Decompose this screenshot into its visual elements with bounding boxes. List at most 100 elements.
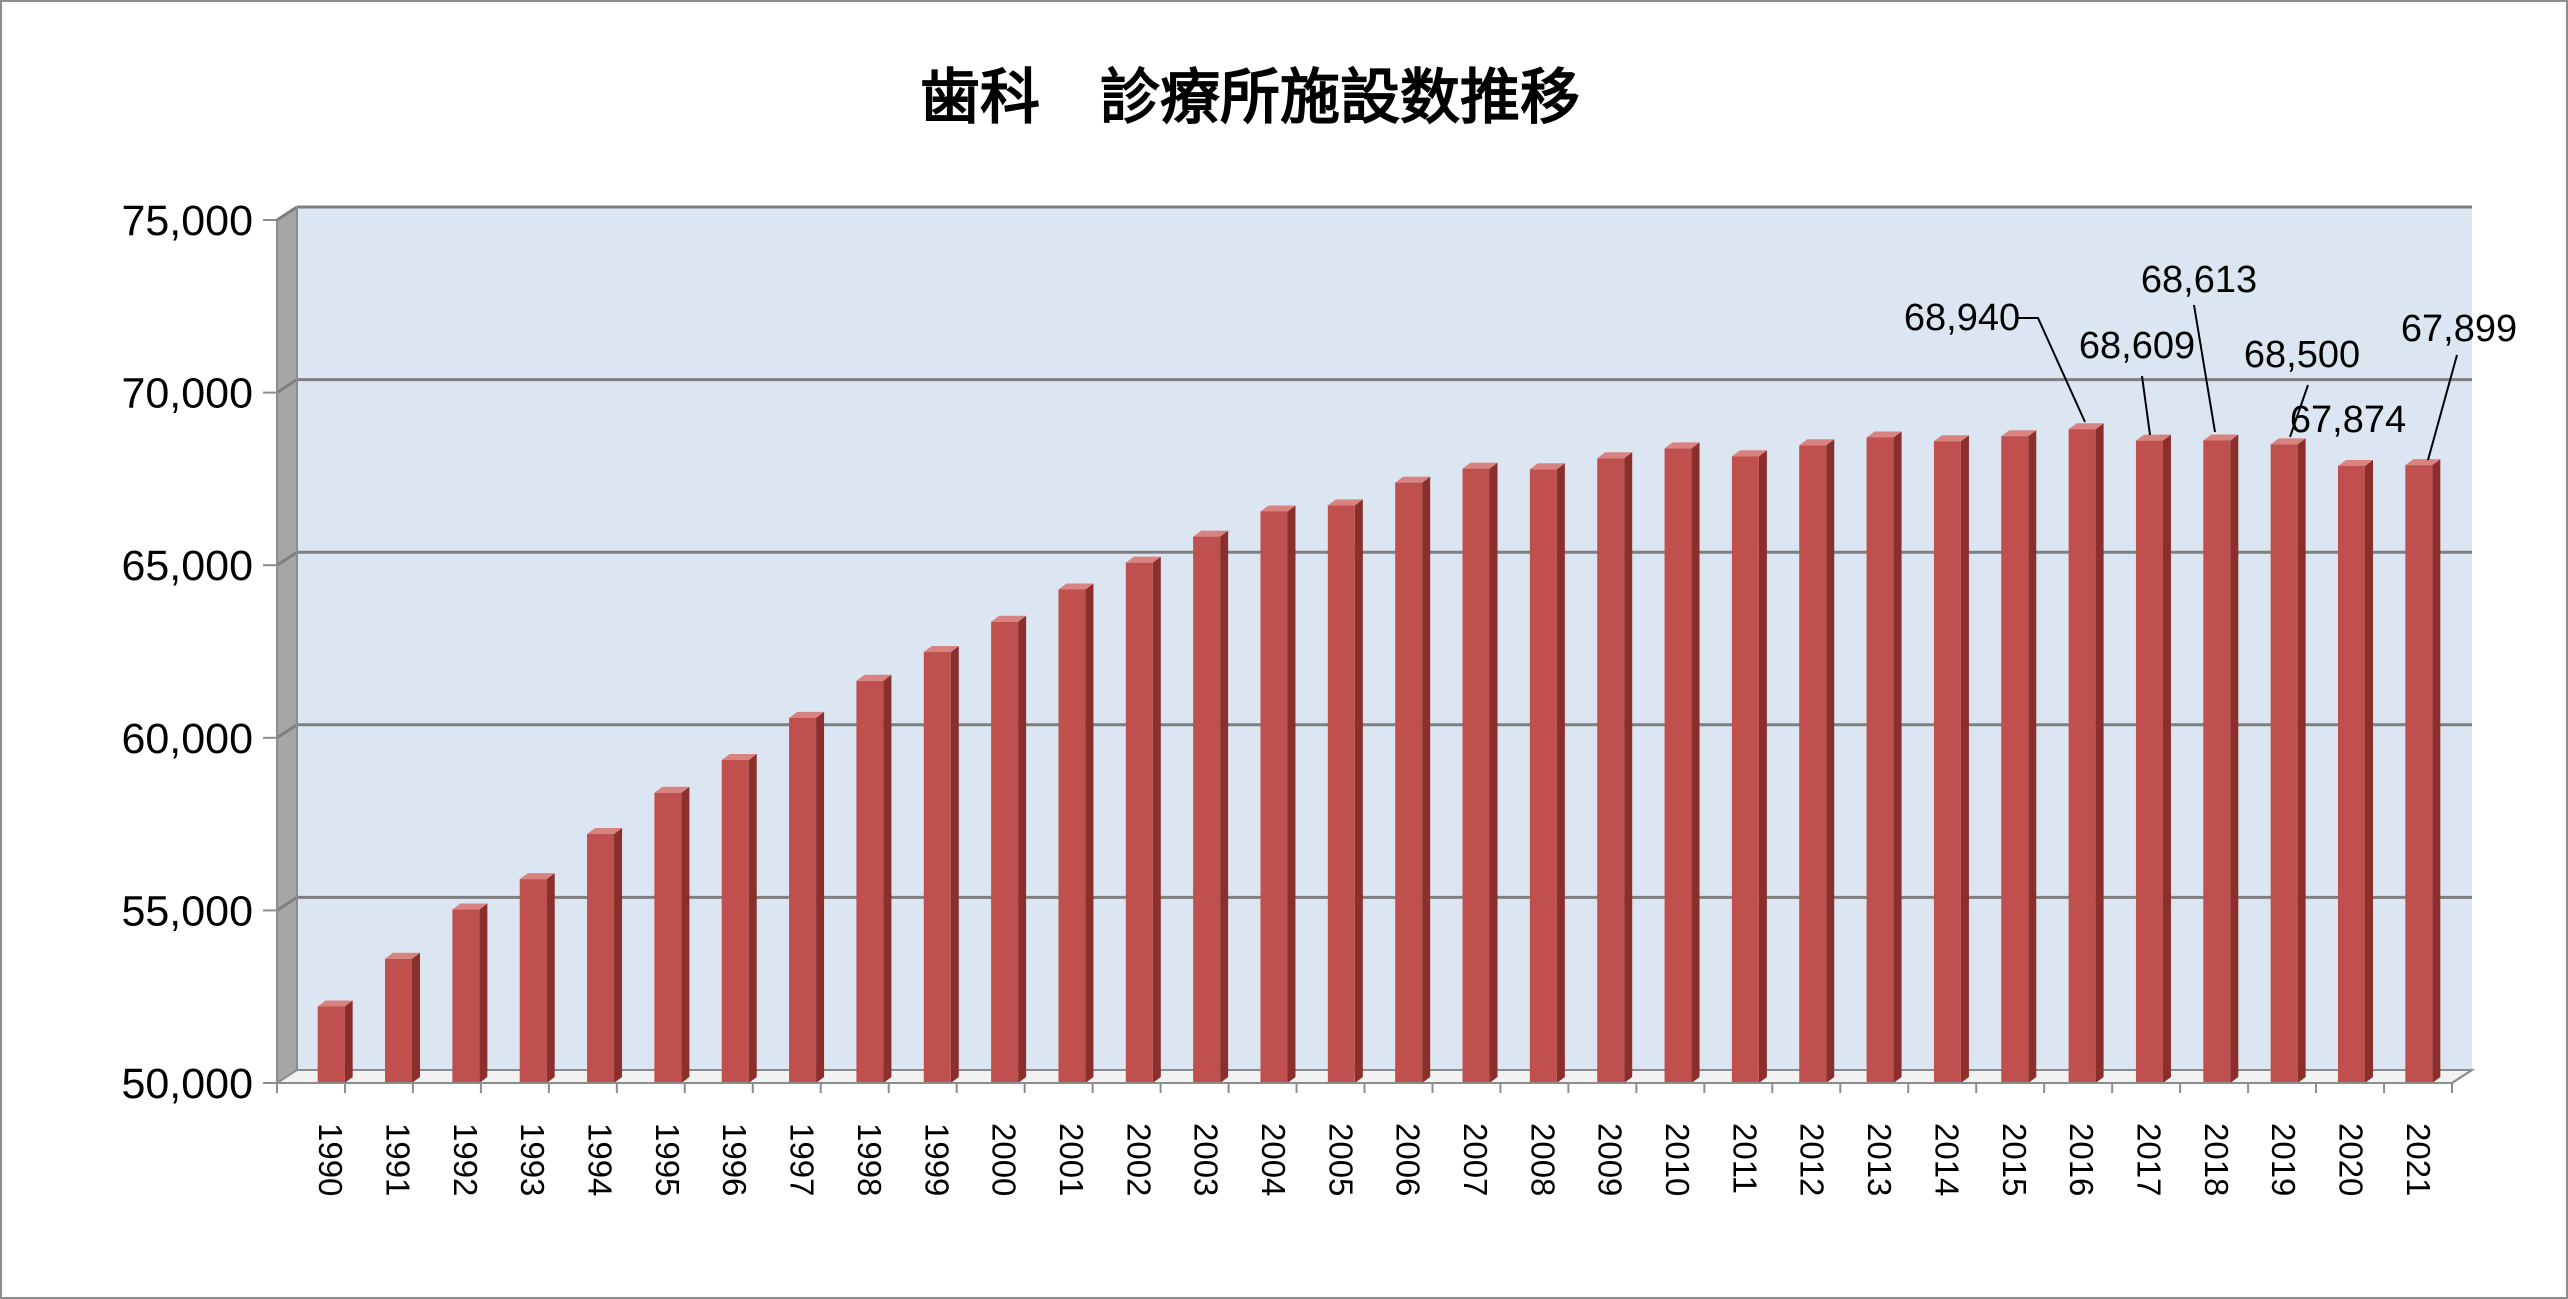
bar-top [856,674,892,681]
data-label: 67,899 [2401,308,2517,350]
data-label: 67,874 [2290,399,2406,441]
bar-front [991,621,1019,1083]
x-tick-label: 2013 [1861,1123,1898,1196]
bar-side [1893,431,1902,1083]
bar-top [1125,556,1161,563]
bar-side [883,674,892,1083]
data-label: 68,609 [2079,325,2195,367]
x-tick-label: 2018 [2198,1123,2235,1196]
leader-line [2141,375,2151,436]
bar [2068,423,2104,1084]
bar-top [2068,423,2104,430]
x-tick-label: 2012 [1794,1123,1831,1196]
bar [2337,459,2373,1084]
x-tick-label: 1999 [918,1123,955,1196]
x-tick-label: 2006 [1390,1123,1427,1196]
bar [991,615,1027,1083]
bar [1327,499,1363,1083]
bar-top [1058,583,1094,590]
bar-top [923,646,959,653]
bar-top [2405,459,2441,466]
bar-top [385,952,421,959]
bar-top [1395,476,1431,483]
bar-side [816,711,825,1083]
x-tick-label: 2021 [2400,1123,2437,1196]
leader-line [2193,304,2216,433]
gridline-side [276,205,298,222]
bar [317,1000,353,1083]
bar-side [1826,439,1835,1083]
bar-front [654,792,682,1083]
bar-side [2297,438,2306,1083]
bar [1731,450,1767,1083]
bar-side [1422,476,1431,1083]
bar-front [2270,444,2298,1083]
leader-line [2018,317,2086,423]
bar-side [1489,462,1498,1083]
bars [317,423,2441,1084]
bar [721,753,757,1083]
bar [1799,439,1835,1083]
bar-top [587,828,623,835]
bar-front [452,909,480,1083]
bar-side [1691,442,1700,1084]
bar-top [1933,435,1969,442]
bar-front [1529,469,1557,1083]
bar-top [789,711,825,718]
bar [1597,452,1633,1083]
leader-line [2427,354,2458,461]
bar-side [1960,435,1969,1083]
bar-front [1395,482,1423,1083]
bar-front [1731,456,1759,1083]
leader-line [2289,384,2309,438]
bar-front [2135,440,2163,1083]
bar [1933,435,1969,1083]
x-tick-label: 2000 [986,1123,1023,1196]
gridline-side [276,723,298,740]
bar [789,711,825,1083]
y-tick-label: 65,000 [121,542,253,590]
bar [2203,434,2239,1083]
x-tick-label: 1993 [514,1123,551,1196]
x-tick-label: 1991 [380,1123,417,1196]
bar-front [1260,511,1288,1083]
bar [923,646,959,1083]
x-tick-label: 1992 [447,1123,484,1196]
bar-side [1624,452,1633,1083]
bar-top [1327,499,1363,506]
bar-front [2337,465,2365,1084]
bar-top [2337,459,2373,466]
x-tick-label: 1998 [851,1123,888,1196]
bar-top [1529,463,1565,470]
chart-title: 歯科 診療所施設数推移 [920,63,1580,133]
bar [1125,556,1161,1083]
bar-front [1933,441,1961,1083]
bar-side [2230,434,2239,1083]
x-axis: 1990 1991 1992 1993 1994 1995 1996 1997 1998 1999… [276,1069,2473,1196]
bar-side [1287,505,1296,1083]
bar-front [856,680,884,1083]
bar-top [519,873,555,880]
bar-side [1018,615,1027,1083]
bar-front [1125,562,1153,1083]
bar-side [2095,423,2104,1084]
x-tick-label: 2008 [1524,1123,1561,1196]
bar-side [1152,556,1161,1083]
bar-front [1597,458,1625,1083]
x-tick-label: 1990 [312,1123,349,1196]
bar-front [2405,465,2433,1083]
bar-top [1799,439,1835,446]
bar-front [2203,440,2231,1083]
bar-front [2068,429,2096,1084]
bar-front [2001,436,2029,1084]
x-tick-label: 2004 [1255,1123,1292,1196]
y-tick-label: 70,000 [121,370,253,418]
bar-front [317,1006,345,1083]
x-tick-label: 1995 [649,1123,686,1196]
bar-front [721,759,749,1083]
bar-side [412,952,421,1083]
gridline-side [276,550,298,567]
bar-top [1462,462,1498,469]
bar-side [2028,430,2037,1084]
